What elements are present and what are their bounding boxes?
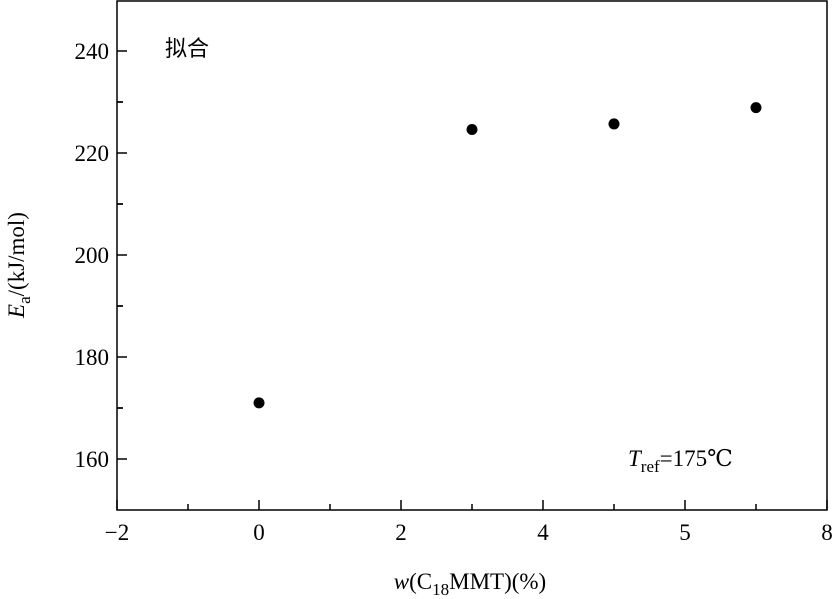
x-label-sub: 18 (432, 580, 449, 599)
point (750, 102, 762, 114)
x-tick-label: 0 (253, 520, 265, 545)
point (253, 397, 265, 409)
y-axis-label: Ea/(kJ/mol) (4, 212, 34, 319)
point (466, 124, 478, 136)
y-label-sub: a (15, 296, 34, 304)
y-tick-label: 180 (75, 345, 110, 370)
tref-t: T (628, 446, 643, 471)
x-tick-label: 2 (395, 520, 407, 545)
x-label-part: MMT)(%) (449, 569, 546, 594)
x-tick-label: 4 (537, 520, 549, 545)
plot-frame (116, 0, 828, 511)
y-tick-label: 240 (75, 39, 110, 64)
x-label-part: (C (409, 569, 432, 594)
x-tick-label: 8 (821, 520, 833, 545)
y-tick-label: 160 (75, 447, 110, 472)
annotation-tref: Tref=175℃ (628, 446, 733, 476)
point (608, 118, 620, 130)
x-axis-label: w(C18MMT)(%) (394, 569, 546, 599)
y-tick-label: 220 (75, 141, 110, 166)
y-label-part: /(kJ/mol) (4, 212, 29, 296)
y-label-part: E (4, 304, 29, 319)
tref-sub: ref (641, 457, 660, 476)
y-tick-label: 200 (75, 243, 110, 268)
annotation-fit: 拟合 (165, 37, 209, 62)
x-label-part: w (394, 569, 410, 594)
x-tick-label: 5 (679, 520, 691, 545)
x-tick-label: −2 (105, 520, 129, 545)
tref-rest: =175℃ (660, 446, 733, 471)
